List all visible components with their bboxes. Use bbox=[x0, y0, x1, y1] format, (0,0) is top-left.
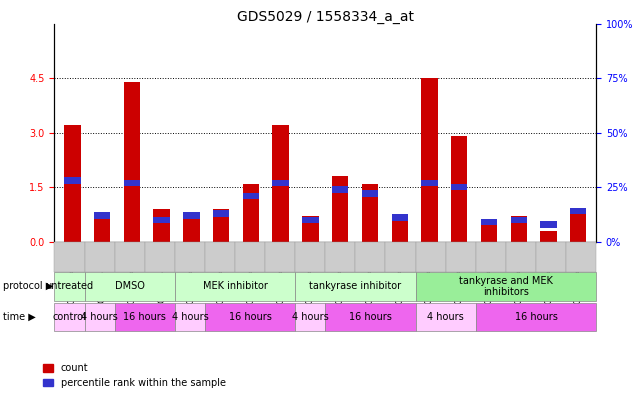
Bar bbox=[243, 184, 259, 242]
Bar bbox=[272, 125, 289, 242]
Bar bbox=[570, 209, 587, 242]
Bar bbox=[540, 221, 556, 228]
Text: 4 hours: 4 hours bbox=[292, 312, 329, 322]
Bar bbox=[94, 216, 110, 242]
Legend: count, percentile rank within the sample: count, percentile rank within the sample bbox=[44, 363, 226, 388]
Bar bbox=[481, 219, 497, 225]
Text: protocol ▶: protocol ▶ bbox=[3, 281, 53, 292]
Bar bbox=[64, 177, 81, 184]
Text: tankyrase inhibitor: tankyrase inhibitor bbox=[310, 281, 401, 292]
Text: 4 hours: 4 hours bbox=[172, 312, 208, 322]
Text: control: control bbox=[53, 312, 87, 322]
Bar bbox=[421, 78, 438, 242]
Bar bbox=[570, 208, 587, 215]
Text: 16 hours: 16 hours bbox=[123, 312, 166, 322]
Text: 4 hours: 4 hours bbox=[428, 312, 464, 322]
Bar bbox=[94, 212, 110, 219]
Text: untreated: untreated bbox=[46, 281, 94, 292]
Bar bbox=[124, 180, 140, 186]
Bar bbox=[213, 210, 229, 217]
Bar bbox=[392, 216, 408, 242]
Bar bbox=[332, 176, 348, 242]
Bar bbox=[183, 212, 199, 219]
Text: time ▶: time ▶ bbox=[3, 312, 36, 322]
Bar bbox=[332, 186, 348, 193]
Bar bbox=[153, 209, 170, 242]
Text: DMSO: DMSO bbox=[115, 281, 145, 292]
Bar bbox=[481, 224, 497, 242]
Text: 4 hours: 4 hours bbox=[81, 312, 118, 322]
Bar bbox=[213, 209, 229, 242]
Bar bbox=[511, 216, 527, 242]
Text: GDS5029 / 1558334_a_at: GDS5029 / 1558334_a_at bbox=[237, 10, 414, 24]
Bar bbox=[124, 82, 140, 242]
Text: 16 hours: 16 hours bbox=[229, 312, 272, 322]
Bar bbox=[451, 184, 467, 191]
Text: MEK inhibitor: MEK inhibitor bbox=[203, 281, 267, 292]
Bar bbox=[183, 216, 199, 242]
Bar bbox=[64, 125, 81, 242]
Bar bbox=[303, 216, 319, 242]
Bar bbox=[451, 136, 467, 242]
Text: 16 hours: 16 hours bbox=[515, 312, 558, 322]
Bar bbox=[362, 184, 378, 242]
Bar bbox=[153, 217, 170, 223]
Bar bbox=[243, 193, 259, 199]
Bar bbox=[540, 231, 556, 242]
Text: tankyrase and MEK
inhibitors: tankyrase and MEK inhibitors bbox=[459, 276, 553, 297]
Bar bbox=[272, 180, 289, 186]
Bar bbox=[392, 215, 408, 221]
Bar bbox=[362, 191, 378, 197]
Bar bbox=[511, 217, 527, 223]
Bar bbox=[303, 217, 319, 223]
Text: 16 hours: 16 hours bbox=[349, 312, 392, 322]
Bar bbox=[421, 180, 438, 186]
